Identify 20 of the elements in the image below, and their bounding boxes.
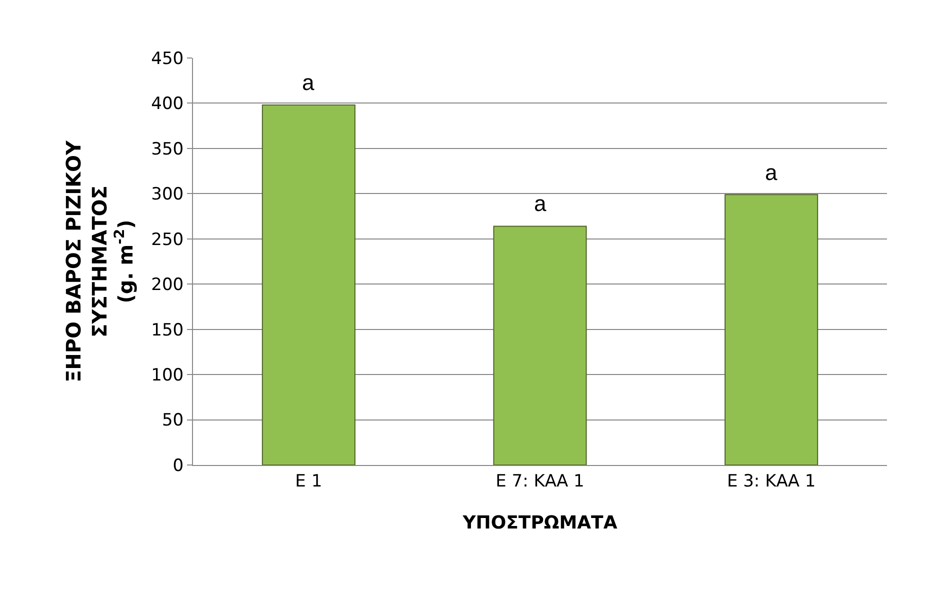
y-tick-label: 350 xyxy=(151,139,184,160)
x-axis-title: ΥΠΟΣΤΡΩΜΑΤΑ xyxy=(462,512,618,534)
y-tick-label: 300 xyxy=(151,184,184,205)
y-tick-label: 450 xyxy=(151,48,184,69)
bar xyxy=(262,104,356,465)
y-tick-label: 150 xyxy=(151,320,184,340)
y-tick-label: 50 xyxy=(162,410,184,431)
y-tick-label: 200 xyxy=(151,275,184,296)
x-tick-label: E 7: ΚΑΑ 1 xyxy=(496,471,584,492)
bar xyxy=(493,226,587,465)
annotation: a xyxy=(302,70,315,95)
annotation: a xyxy=(765,160,778,185)
y-tick-label: 250 xyxy=(151,230,184,250)
y-tick-label: 0 xyxy=(172,456,184,476)
x-tick-label: E 1 xyxy=(295,471,322,492)
bar xyxy=(724,194,818,465)
x-tick-label: E 3: ΚΑΑ 1 xyxy=(726,471,816,492)
y-tick-label: 400 xyxy=(151,94,184,114)
y-tick-label: 100 xyxy=(151,366,184,386)
annotation: a xyxy=(534,191,547,216)
